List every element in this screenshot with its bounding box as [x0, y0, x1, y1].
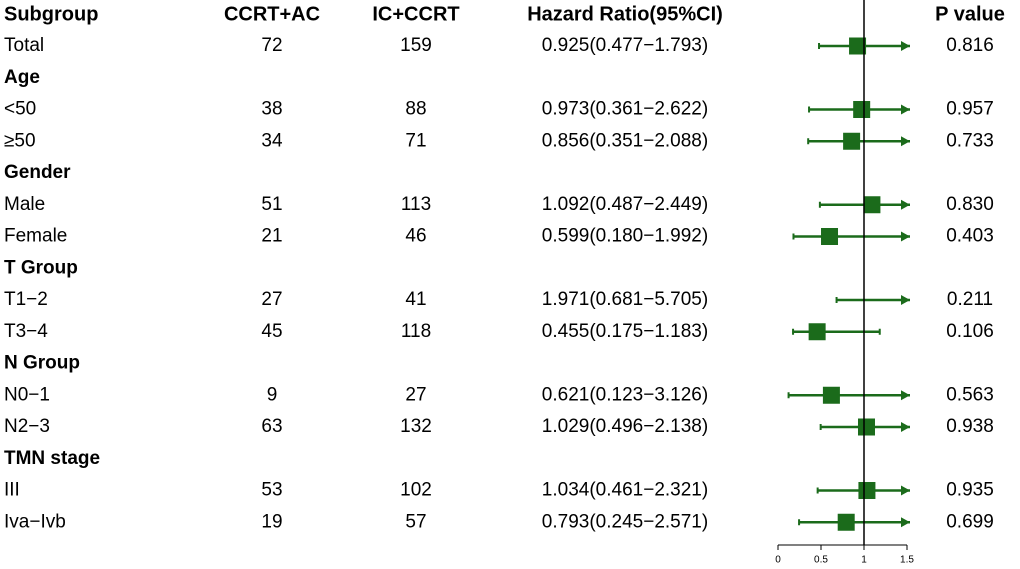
count-ccrt-ac: 63	[261, 416, 282, 437]
hazard-ratio-point	[837, 513, 855, 531]
hazard-ratio-point	[863, 196, 881, 214]
row-label: T1−2	[4, 289, 48, 310]
count-ic-ccrt: 88	[405, 99, 426, 120]
hazard-ratio-point	[843, 132, 861, 150]
row-label: III	[4, 480, 20, 501]
hazard-ratio-ci: 0.599(0.180−1.992)	[542, 226, 708, 247]
p-value: 0.935	[946, 480, 994, 501]
hazard-ratio-ci: 0.793(0.245−2.571)	[542, 511, 708, 532]
p-value: 0.699	[946, 511, 994, 532]
hazard-ratio-ci: 0.621(0.123−3.126)	[542, 384, 708, 405]
count-ccrt-ac: 34	[261, 130, 283, 151]
row-label: Iva−Ivb	[4, 511, 66, 532]
x-tick-label: 1	[861, 555, 867, 566]
hazard-ratio-ci: 0.455(0.175−1.183)	[542, 321, 708, 342]
p-value: 0.830	[946, 194, 994, 215]
count-ccrt-ac: 72	[261, 35, 282, 56]
p-value: 0.211	[947, 289, 993, 310]
hazard-ratio-ci: 0.925(0.477−1.793)	[542, 35, 708, 56]
plot-area	[787, 37, 910, 531]
p-value: 0.733	[946, 130, 994, 151]
count-ic-ccrt: 132	[400, 416, 432, 437]
row-label: ≥50	[4, 130, 36, 151]
count-ic-ccrt: 57	[405, 511, 426, 532]
count-ccrt-ac: 27	[261, 289, 282, 310]
count-ic-ccrt: 118	[401, 321, 431, 342]
hazard-ratio-point	[853, 101, 871, 118]
count-ccrt-ac: 38	[261, 99, 282, 120]
count-ccrt-ac: 51	[261, 194, 282, 215]
hazard-ratio-point	[821, 228, 839, 245]
count-ic-ccrt: 71	[405, 130, 426, 151]
count-ccrt-ac: 21	[261, 226, 282, 247]
hazard-ratio-ci: 1.971(0.681−5.705)	[542, 289, 708, 310]
ci-arrow	[901, 104, 910, 115]
column-header: Subgroup	[4, 3, 98, 25]
ci-arrow	[901, 390, 910, 401]
hazard-ratio-ci: 1.029(0.496−2.138)	[542, 416, 708, 437]
count-ic-ccrt: 41	[405, 289, 426, 310]
row-label: N0−1	[4, 384, 50, 405]
ci-arrow	[901, 517, 910, 528]
count-ic-ccrt: 113	[401, 194, 431, 215]
row-label: Female	[4, 226, 67, 247]
ci-arrow	[901, 199, 910, 210]
p-value: 0.403	[946, 226, 994, 247]
hazard-ratio-ci: 1.092(0.487−2.449)	[542, 194, 708, 215]
count-ccrt-ac: 9	[267, 384, 278, 405]
count-ccrt-ac: 53	[261, 480, 282, 501]
count-ic-ccrt: 27	[405, 384, 426, 405]
ci-arrow	[901, 485, 910, 496]
row-label: Male	[4, 194, 45, 215]
count-ccrt-ac: 19	[261, 511, 282, 532]
hazard-ratio-point	[822, 386, 840, 404]
column-header: CCRT+AC	[224, 3, 320, 25]
column-header: P value	[935, 3, 1005, 25]
hazard-ratio-ci: 0.973(0.361−2.622)	[542, 99, 708, 120]
hazard-ratio-ci: 0.856(0.351−2.088)	[542, 130, 708, 151]
group-label: Gender	[4, 162, 71, 183]
ci-arrow	[901, 295, 910, 305]
hazard-ratio-ci: 1.034(0.461−2.321)	[542, 480, 708, 501]
hazard-ratio-point	[857, 418, 875, 436]
row-label: Total	[4, 35, 44, 56]
p-value: 0.563	[946, 384, 994, 405]
count-ic-ccrt: 159	[400, 35, 432, 56]
column-header: IC+CCRT	[372, 3, 459, 25]
count-ic-ccrt: 46	[405, 226, 426, 247]
hazard-ratio-point	[849, 37, 867, 55]
hazard-ratio-point	[808, 323, 826, 341]
x-tick-label: 1.5	[900, 555, 914, 566]
p-value: 0.816	[946, 35, 994, 56]
ci-arrow	[901, 231, 910, 242]
p-value: 0.957	[946, 99, 994, 120]
ci-arrow	[901, 41, 910, 51]
count-ic-ccrt: 102	[400, 480, 432, 501]
row-label: <50	[4, 99, 36, 120]
group-label: Age	[4, 67, 40, 88]
group-label: T Group	[4, 257, 78, 278]
p-value: 0.106	[946, 321, 994, 342]
x-tick-label: 0	[775, 555, 781, 566]
x-tick-label: 0.5	[814, 555, 828, 566]
hazard-ratio-point	[858, 482, 876, 499]
row-label: T3−4	[4, 321, 48, 342]
ci-arrow	[901, 422, 910, 432]
group-label: TMN stage	[4, 448, 100, 469]
row-label: N2−3	[4, 416, 50, 437]
group-label: N Group	[4, 353, 80, 374]
ci-arrow	[901, 136, 910, 147]
column-header: Hazard Ratio(95%CI)	[527, 3, 723, 25]
p-value: 0.938	[946, 416, 994, 437]
count-ccrt-ac: 45	[261, 321, 282, 342]
